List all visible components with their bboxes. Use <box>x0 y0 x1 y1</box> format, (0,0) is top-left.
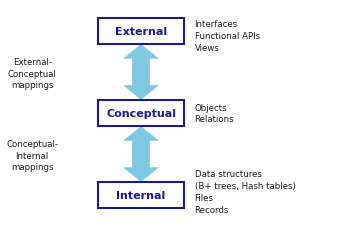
Text: External: External <box>115 27 167 37</box>
Polygon shape <box>124 45 158 100</box>
Text: Internal: Internal <box>116 190 166 200</box>
FancyBboxPatch shape <box>98 100 184 127</box>
Text: Interfaces
Functional APIs
Views: Interfaces Functional APIs Views <box>195 20 260 52</box>
Polygon shape <box>124 127 158 182</box>
Text: Objects
Relations: Objects Relations <box>195 103 234 124</box>
FancyBboxPatch shape <box>98 19 184 45</box>
Text: Data structures
(B+ trees, Hash tables)
Files
Records: Data structures (B+ trees, Hash tables) … <box>195 170 295 214</box>
FancyBboxPatch shape <box>98 182 184 208</box>
Text: Conceptual-
Internal
mappings: Conceptual- Internal mappings <box>6 139 58 172</box>
Text: Conceptual: Conceptual <box>106 109 176 118</box>
Text: External-
Conceptual
mappings: External- Conceptual mappings <box>8 58 56 90</box>
